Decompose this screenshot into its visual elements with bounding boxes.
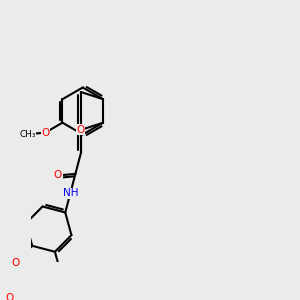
- Text: CH₃: CH₃: [20, 130, 36, 139]
- Text: O: O: [77, 125, 85, 135]
- Text: O: O: [41, 128, 49, 138]
- Text: NH: NH: [63, 188, 78, 198]
- Text: O: O: [12, 257, 20, 268]
- Text: O: O: [54, 170, 62, 181]
- Text: O: O: [5, 293, 14, 300]
